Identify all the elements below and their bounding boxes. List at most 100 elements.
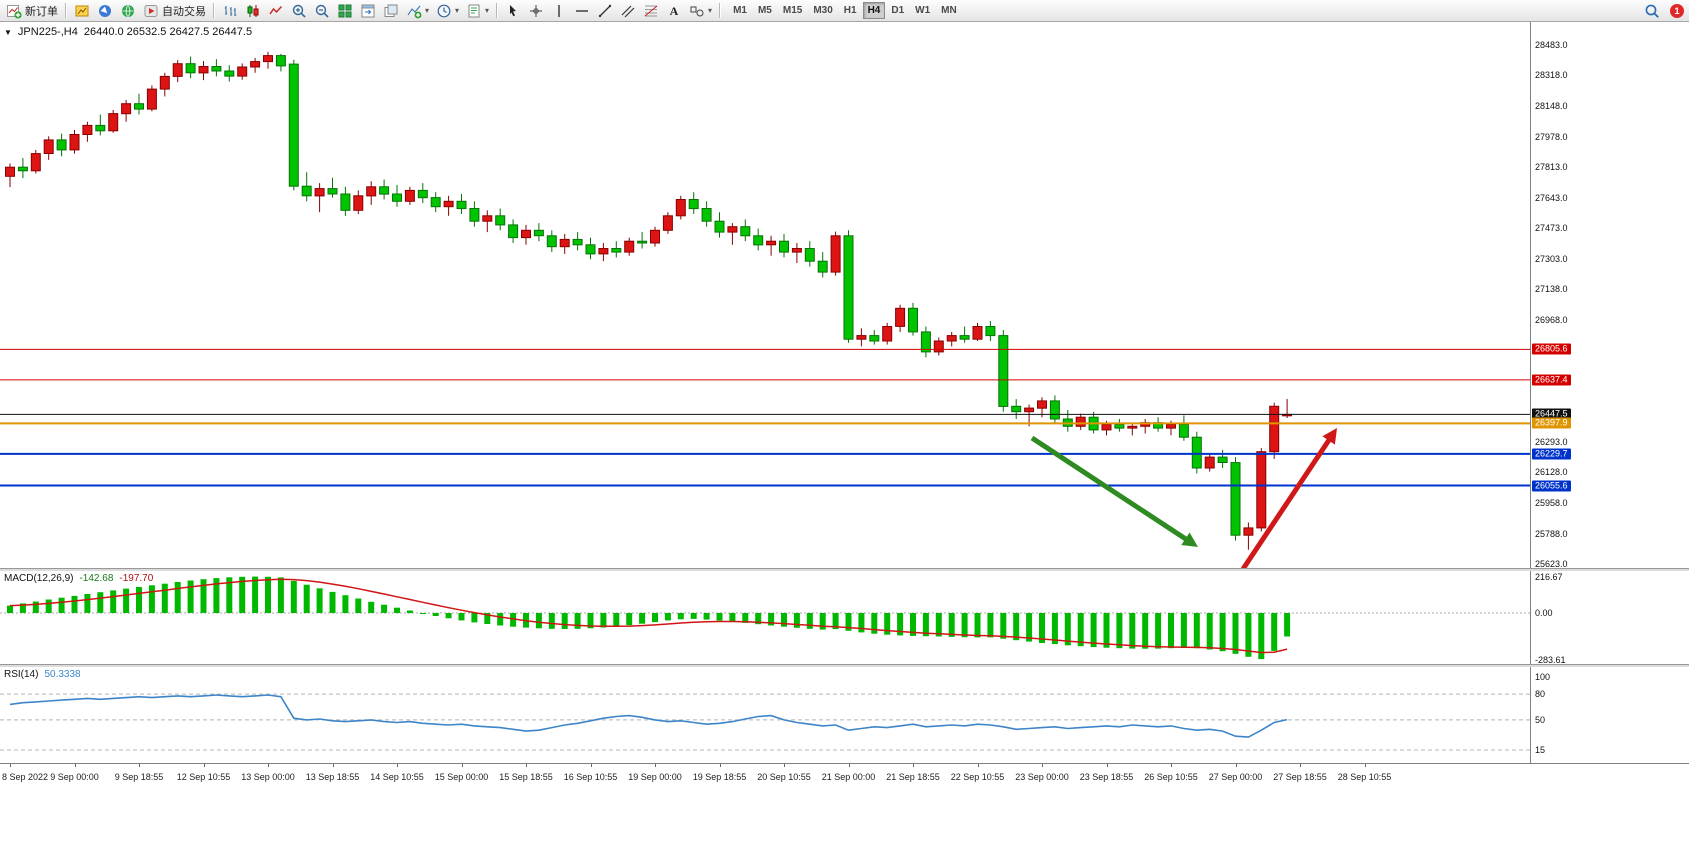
crosshair-button[interactable]	[525, 1, 547, 20]
chevron-down-icon: ▾	[708, 5, 713, 15]
notification-badge[interactable]: 1	[1670, 3, 1684, 18]
time-tick	[203, 764, 205, 767]
vertical-line-button[interactable]	[548, 1, 570, 20]
price-tick: 25623.0	[1535, 559, 1568, 569]
clock-icon	[436, 3, 452, 19]
macd-title: MACD(12,26,9) -142.68 -197.70	[4, 573, 153, 584]
price-tag: 26805.6	[1532, 343, 1571, 355]
timeframe-d1[interactable]: D1	[886, 2, 909, 19]
svg-text:A: A	[670, 4, 679, 18]
symbol-period-label: JPN225-,H4	[17, 26, 78, 38]
text-tool-button[interactable]: A	[663, 1, 685, 20]
timeframe-group: M1 M5 M15 M30 H1 H4 D1 W1 MN	[728, 2, 962, 19]
time-label: 19 Sep 00:00	[628, 772, 682, 782]
timeframe-m15[interactable]: M15	[778, 2, 807, 19]
time-tick	[719, 764, 721, 767]
time-tick	[655, 764, 656, 767]
time-tick	[139, 764, 140, 767]
price-tag: 26397.9	[1532, 417, 1571, 429]
trendline-button[interactable]	[594, 1, 616, 20]
timeframe-w1[interactable]: W1	[910, 2, 935, 19]
collapse-ohlc-toggle[interactable]: ▼	[4, 27, 12, 37]
zoom-in-icon	[291, 3, 307, 19]
trendline-icon	[597, 3, 613, 19]
indicators-button[interactable]: ▾	[403, 1, 432, 20]
autotrade-button[interactable]: 自动交易	[140, 1, 209, 20]
price-tick: 27138.0	[1535, 284, 1568, 295]
arrows-tool-button[interactable]: ▾	[686, 1, 715, 20]
cursor-button[interactable]	[502, 1, 524, 20]
macd-axis[interactable]: 216.67 0.00 -283.61	[1530, 571, 1689, 665]
time-tick	[848, 764, 850, 767]
chevron-down-icon: ▾	[485, 5, 490, 15]
timeframe-m5[interactable]: M5	[753, 2, 777, 19]
zoom-out-button[interactable]	[311, 1, 333, 20]
bar-chart-button[interactable]	[219, 1, 241, 20]
linechart-icon	[268, 3, 284, 19]
search-button[interactable]	[1641, 1, 1663, 20]
template-icon	[466, 3, 482, 19]
fibonacci-button[interactable]	[640, 1, 662, 20]
toolbar-separator	[496, 3, 499, 18]
price-tick: 25958.0	[1535, 498, 1568, 509]
price-tick: 27643.0	[1535, 192, 1568, 203]
time-label: 15 Sep 18:55	[499, 772, 553, 782]
macd-tick: -283.61	[1535, 654, 1566, 665]
navigator-button[interactable]	[94, 1, 116, 20]
time-tick	[1235, 764, 1237, 767]
chart-title: ▼ JPN225-,H4 26440.0 26532.5 26427.5 264…	[4, 26, 252, 38]
periods-button[interactable]: ▾	[433, 1, 462, 20]
chevron-down-icon: ▾	[455, 5, 460, 15]
timeframe-m1[interactable]: M1	[728, 2, 752, 19]
time-axis[interactable]: 8 Sep 2022 9 Sep 00:00 9 Sep 18:55 12 Sep 1…	[0, 763, 1689, 790]
time-label: 28 Sep 10:55	[1337, 772, 1392, 782]
cursor-icon	[505, 3, 521, 19]
candle-chart-button[interactable]	[242, 1, 264, 20]
toolbar-separator	[65, 3, 67, 18]
time-label: 19 Sep 18:55	[692, 772, 747, 782]
price-chart-plot[interactable]	[0, 22, 1530, 568]
channel-icon	[620, 3, 636, 19]
time-tick	[784, 764, 785, 767]
new-order-button[interactable]: 新订单	[3, 1, 61, 20]
tile-icon	[337, 3, 353, 19]
timeframe-h4[interactable]: H4	[862, 2, 886, 19]
vline-icon	[551, 3, 567, 19]
line-chart-button[interactable]	[265, 1, 287, 20]
toolbar-buttons: 新订单 自动交易 ▾ ▾ ▾ A ▾	[3, 1, 724, 20]
price-tag: 26229.7	[1532, 448, 1571, 460]
timeframe-m30[interactable]: M30	[808, 2, 837, 19]
time-label: 9 Sep 00:00	[50, 772, 99, 782]
ohlc-values: 26440.0 26532.5 26427.5 26447.5	[83, 26, 253, 38]
quotes-button[interactable]	[71, 1, 93, 20]
cascade-windows-button[interactable]	[380, 1, 402, 20]
price-panel: 28483.0 28318.0 28148.0 27978.0 27813.0 27643…	[0, 22, 1689, 569]
tile-windows-button[interactable]	[334, 1, 356, 20]
templates-button[interactable]: ▾	[463, 1, 492, 20]
timeframe-h1[interactable]: H1	[839, 2, 862, 19]
zoom-in-button[interactable]	[288, 1, 310, 20]
horizontal-line-button[interactable]	[571, 1, 593, 20]
time-tick	[1106, 764, 1108, 767]
time-label: 27 Sep 00:00	[1208, 772, 1263, 782]
timeframe-mn[interactable]: MN	[936, 2, 962, 19]
text-icon: A	[666, 3, 682, 19]
price-tag: 26055.6	[1532, 480, 1571, 491]
equidistant-channel-button[interactable]	[617, 1, 639, 20]
macd-signal-value: -197.70	[119, 573, 154, 584]
price-axis[interactable]: 28483.0 28318.0 28148.0 27978.0 27813.0 27643…	[1530, 22, 1689, 569]
time-tick	[526, 764, 527, 767]
rsi-plot[interactable]	[0, 667, 1530, 763]
time-tick	[268, 764, 269, 767]
quotes-icon	[74, 3, 90, 19]
auto-arrange-button[interactable]	[357, 1, 379, 20]
time-label: 20 Sep 10:55	[757, 772, 811, 782]
macd-plot[interactable]	[0, 571, 1530, 664]
time-tick	[1364, 764, 1366, 767]
terminal-button[interactable]	[117, 1, 139, 20]
rsi-axis[interactable]: 100 80 50 15	[1530, 667, 1689, 763]
time-label: 15 Sep 00:00	[434, 772, 489, 782]
chevron-down-icon: ▾	[425, 5, 430, 15]
new-order-icon	[6, 3, 22, 19]
arrange2-icon	[383, 3, 399, 19]
